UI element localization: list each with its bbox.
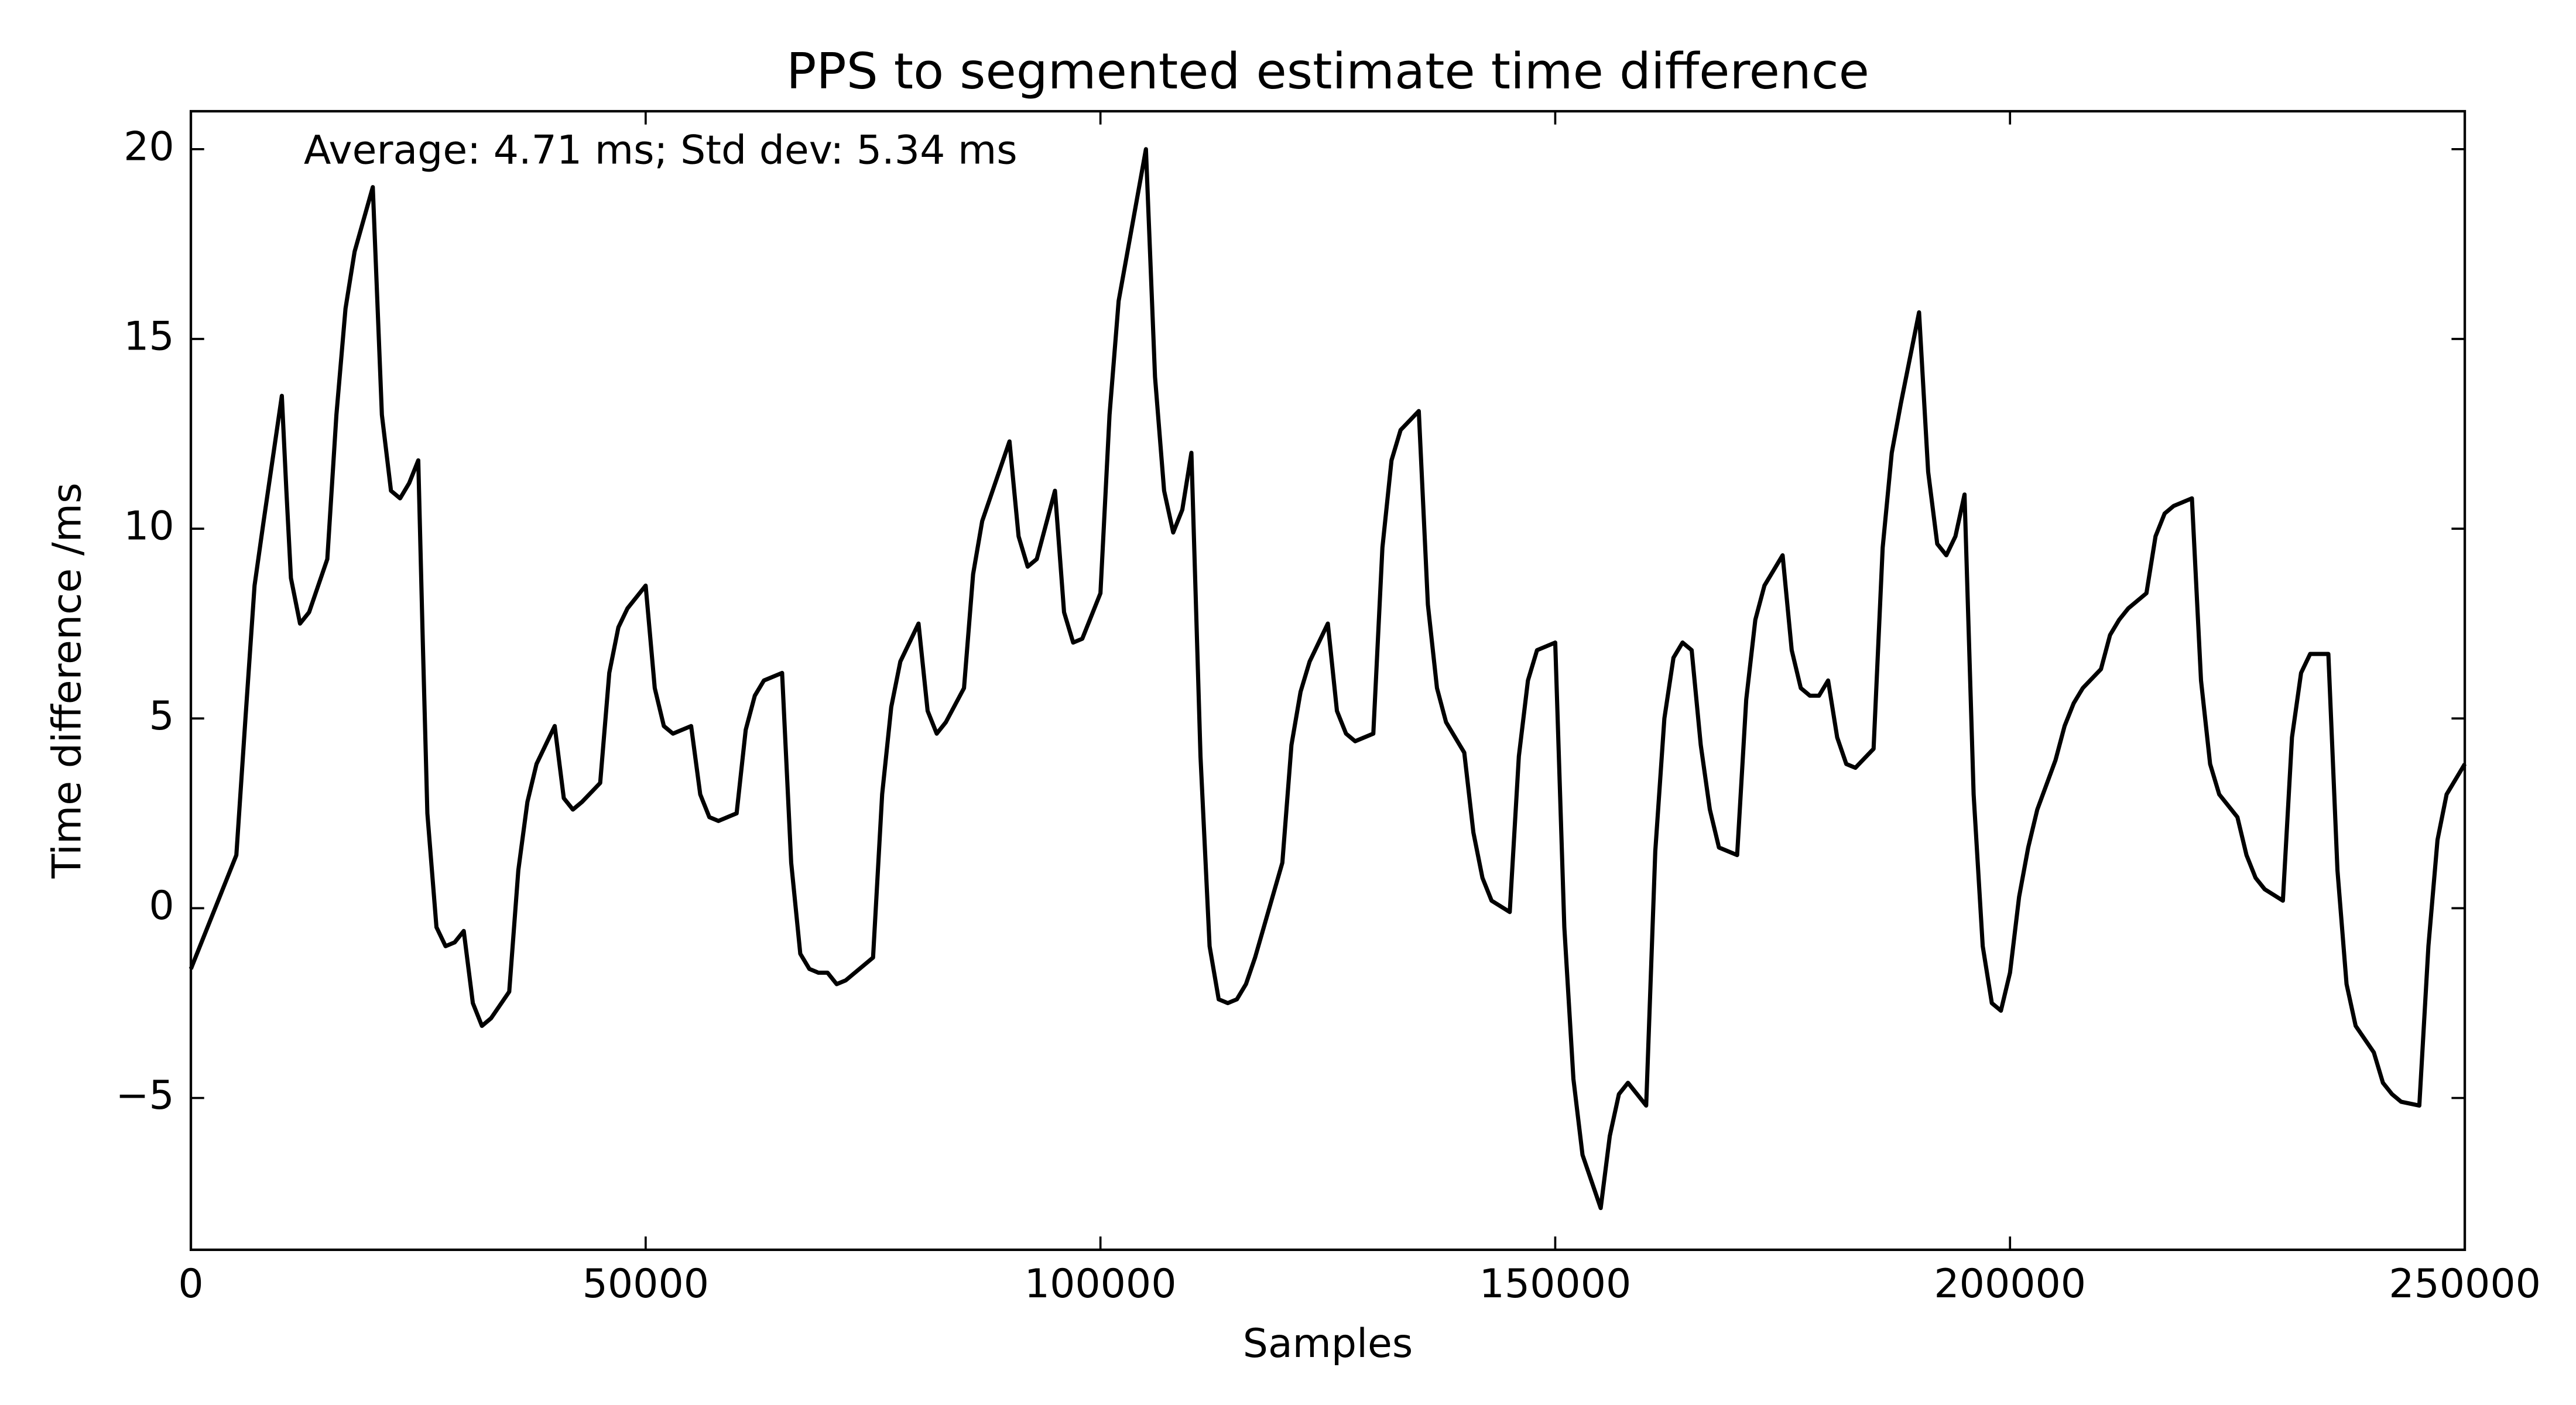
y-axis-label: Time difference /ms: [44, 482, 91, 879]
x-tick-label: 250000: [2389, 1261, 2541, 1307]
y-tick-label: 15: [124, 314, 174, 360]
data-line: [189, 147, 2467, 1211]
x-tick-label: 150000: [1479, 1261, 1632, 1307]
plot-frame: [189, 109, 2467, 1251]
x-tick-label: 200000: [1934, 1261, 2086, 1307]
x-tick-label: 50000: [583, 1261, 709, 1307]
annotation: Average: 4.71 ms; Std dev: 5.34 ms: [304, 127, 1018, 173]
x-axis-label: Samples: [1243, 1321, 1413, 1367]
chart-title: PPS to segmented estimate time differenc…: [786, 43, 1869, 101]
y-tick-label: −5: [115, 1072, 174, 1119]
x-tick-label: 100000: [1025, 1261, 1177, 1307]
y-tick-label: 10: [124, 503, 174, 550]
y-tick-label: 5: [149, 693, 174, 739]
y-tick-label: 0: [149, 883, 174, 929]
x-tick-label: 0: [178, 1261, 203, 1307]
y-tick-label: 20: [124, 124, 174, 170]
